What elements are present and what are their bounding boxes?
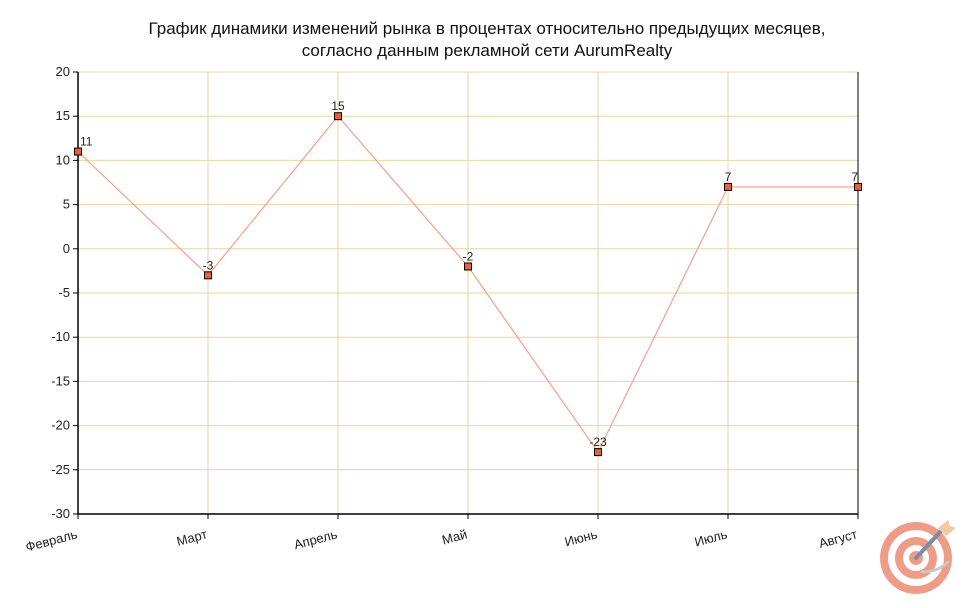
logo-dart-flight [938, 520, 956, 536]
y-tick-label: 0 [63, 241, 70, 256]
chart-title-line-2: согласно данным рекламной сети AurumReal… [301, 41, 673, 60]
y-tick-label: -5 [58, 285, 70, 300]
grid-layer [77, 71, 859, 515]
y-tick-label: 15 [56, 108, 70, 123]
data-label: -23 [589, 435, 607, 449]
y-tick-label: -25 [51, 462, 70, 477]
target-dart-icon [880, 520, 956, 594]
chart-title: График динамики изменений рынка в процен… [0, 18, 974, 62]
x-tick-label: Апрель [292, 526, 339, 552]
y-tick-label: -15 [51, 373, 70, 388]
y-tick-label: -10 [51, 329, 70, 344]
data-label: -3 [203, 258, 214, 272]
data-point-marker [854, 182, 862, 191]
data-point-marker [464, 262, 472, 271]
data-point-marker [724, 182, 732, 191]
data-label: 7 [725, 170, 732, 184]
y-tick-label: -20 [51, 418, 70, 433]
data-label: 7 [851, 170, 858, 184]
x-tick-label: Май [440, 526, 468, 547]
x-tick-label: Июль [693, 526, 729, 549]
x-tick-label: Февраль [24, 526, 79, 554]
data-label: 11 [80, 135, 93, 149]
data-point-marker [594, 448, 602, 457]
data-point-marker [334, 112, 342, 121]
y-tick-label: 20 [56, 64, 70, 79]
logo-dart-shaft [914, 528, 944, 560]
data-point-marker [74, 147, 82, 156]
y-tick-label: 5 [63, 197, 70, 212]
chart-title-line-1: График динамики изменений рынка в процен… [148, 19, 826, 38]
data-label: -2 [463, 249, 474, 263]
data-point-marker [204, 271, 212, 280]
axis-layer: 20 15 10 5 0 -5 -10 -15 -20 -25 -30 Февраль Март Апре… [24, 64, 859, 555]
x-tick-label: Июнь [563, 526, 599, 549]
x-tick-label: Август [817, 526, 859, 551]
data-label: 15 [331, 99, 345, 113]
series-layer: 11 -3 15 -2 -23 7 7 [74, 99, 862, 457]
y-tick-label: -30 [51, 506, 70, 521]
x-tick-label: Март [175, 526, 209, 549]
logo-shadow-arc [920, 560, 950, 574]
y-tick-label: 10 [56, 152, 70, 167]
